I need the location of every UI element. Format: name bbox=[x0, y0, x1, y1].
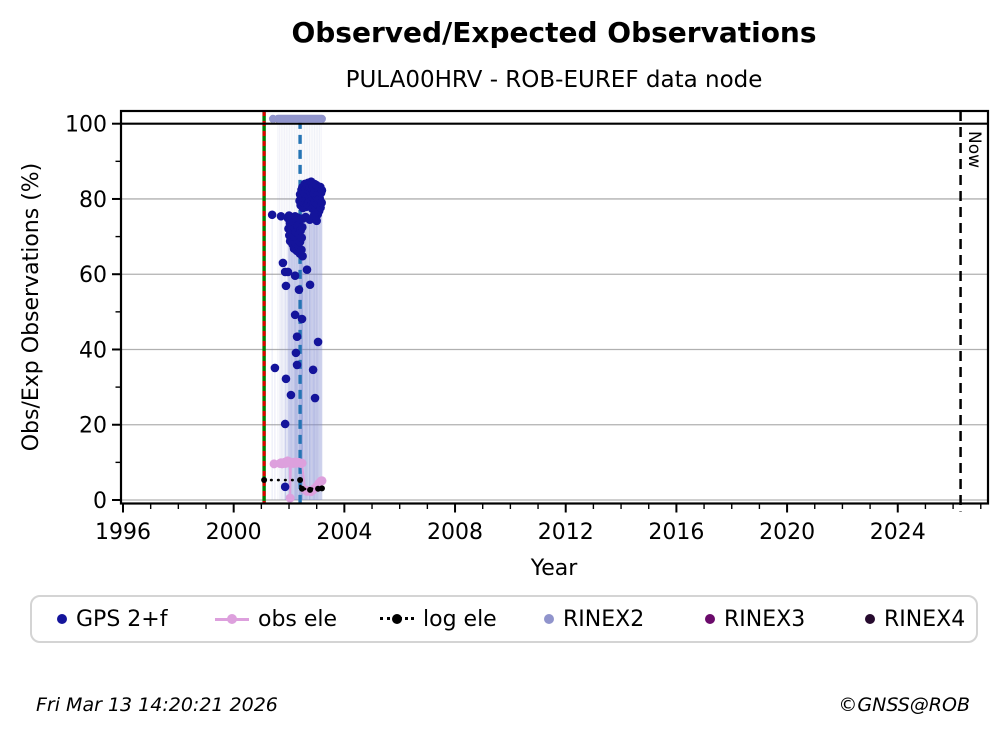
gps-point bbox=[298, 222, 307, 232]
log-ele-point bbox=[318, 485, 325, 492]
footer-timestamp: Fri Mar 13 14:20:21 2026 bbox=[36, 694, 278, 716]
log-ele-point bbox=[299, 485, 306, 492]
gps-point bbox=[280, 482, 290, 492]
legend-label: RINEX4 bbox=[884, 606, 966, 632]
legend-label: RINEX3 bbox=[724, 606, 806, 632]
x-tick-label: 2008 bbox=[427, 520, 483, 545]
gps-point bbox=[317, 198, 326, 208]
chart-legend: GPS 2+f obs ele log ele RINEX2 RINEX3 RINEX4 bbox=[30, 595, 978, 643]
obs-ele-point bbox=[297, 458, 307, 468]
gps-point bbox=[292, 360, 302, 370]
legend-marker bbox=[215, 613, 249, 625]
gps-point bbox=[302, 265, 312, 275]
legend-marker bbox=[57, 614, 67, 624]
legend-label: RINEX2 bbox=[563, 606, 645, 632]
legend-marker bbox=[705, 614, 715, 624]
gps-point bbox=[297, 233, 307, 243]
y-tick-label: 100 bbox=[65, 113, 107, 138]
y-tick-label: 20 bbox=[79, 414, 107, 439]
x-tick-label: 2012 bbox=[538, 520, 594, 545]
chart-subtitle: PULA00HRV - ROB-EUREF data node bbox=[346, 67, 763, 93]
gps-point bbox=[308, 365, 318, 375]
chart-title: Observed/Expected Observations bbox=[291, 16, 816, 49]
gps-point bbox=[291, 348, 301, 358]
log-ele-point bbox=[261, 477, 268, 484]
footer-credit: ©GNSS@ROB bbox=[838, 694, 970, 716]
legend-marker bbox=[544, 614, 554, 624]
legend-item-rinex4: RINEX4 bbox=[865, 597, 965, 641]
legend-item-obs-ele: obs ele bbox=[215, 597, 337, 641]
legend-label: GPS 2+f bbox=[76, 606, 168, 632]
gps-point bbox=[278, 258, 288, 268]
legend-marker bbox=[380, 613, 414, 625]
legend-item-rinex2: RINEX2 bbox=[544, 597, 644, 641]
x-tick-label: 2020 bbox=[759, 520, 815, 545]
x-tick-label: 2004 bbox=[316, 520, 372, 545]
now-line-label: Now bbox=[964, 131, 984, 168]
log-ele-point bbox=[307, 486, 314, 493]
gps-point bbox=[292, 332, 302, 341]
log-ele-point bbox=[297, 477, 304, 484]
gps-point bbox=[290, 310, 300, 320]
gps-point bbox=[317, 186, 327, 195]
legend-label: log ele bbox=[423, 606, 497, 632]
gps-point bbox=[280, 419, 290, 429]
gps-point bbox=[297, 314, 307, 324]
gps-point bbox=[310, 393, 320, 403]
legend-item-log-ele: log ele bbox=[380, 597, 497, 641]
gps-point bbox=[294, 285, 304, 294]
gps-point bbox=[298, 251, 307, 261]
legend-marker bbox=[865, 614, 875, 624]
legend-marker-dot bbox=[227, 614, 237, 624]
legend-item-rinex3: RINEX3 bbox=[705, 597, 805, 641]
rinex2-point bbox=[268, 114, 277, 123]
gps-point bbox=[312, 216, 321, 226]
y-tick-label: 80 bbox=[79, 188, 107, 213]
legend-item-gps-2-f: GPS 2+f bbox=[57, 597, 167, 641]
gps-point bbox=[281, 374, 291, 384]
gps-point bbox=[297, 245, 306, 255]
legend-label: obs ele bbox=[258, 606, 338, 632]
gps-point bbox=[281, 281, 291, 291]
obs-ele-point bbox=[317, 476, 327, 486]
y-tick-label: 0 bbox=[93, 489, 107, 514]
gps-point bbox=[305, 280, 315, 290]
plot-area: 1996 2000 2004 2008 2012 2016 2020 2024 0 20 40 60 8… bbox=[65, 109, 990, 545]
gps-point bbox=[276, 211, 286, 221]
x-tick-label: 2024 bbox=[870, 520, 926, 545]
legend-marker-dot bbox=[392, 614, 402, 624]
x-tick-label: 1996 bbox=[95, 520, 151, 545]
y-axis-label: Obs/Exp Observations (%) bbox=[19, 163, 44, 452]
gps-point bbox=[283, 267, 293, 277]
x-axis-label: Year bbox=[530, 556, 579, 581]
gps-point bbox=[290, 271, 300, 281]
y-tick-label: 40 bbox=[79, 338, 107, 363]
gps-point bbox=[270, 363, 280, 373]
gps-point bbox=[296, 214, 306, 224]
plot-frame bbox=[119, 109, 990, 505]
gps-point bbox=[267, 210, 277, 220]
gps-point bbox=[313, 337, 323, 347]
gps-point bbox=[286, 390, 296, 400]
x-tick-label: 2016 bbox=[648, 520, 704, 545]
obs-ele-point bbox=[285, 493, 295, 503]
x-tick-label: 2000 bbox=[206, 520, 262, 545]
y-tick-label: 60 bbox=[79, 263, 107, 288]
